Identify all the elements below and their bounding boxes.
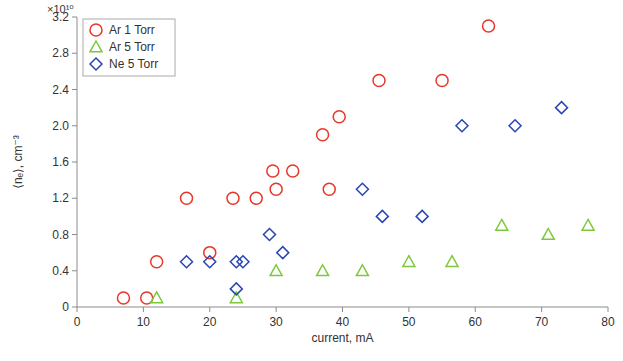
x-tick-label: 80	[601, 315, 615, 329]
x-tick-label: 10	[137, 315, 151, 329]
point	[456, 120, 468, 132]
point	[323, 183, 335, 195]
y-tick-label: 1.6	[52, 155, 69, 169]
y-tick	[72, 162, 77, 163]
y-tick	[72, 125, 77, 126]
x-tick-label: 40	[336, 315, 350, 329]
point	[263, 229, 275, 241]
legend-marker	[90, 41, 102, 52]
point	[356, 183, 368, 195]
x-tick	[475, 307, 476, 312]
legend-label: Ar 1 Torr	[109, 23, 155, 37]
point	[117, 292, 129, 304]
point	[356, 265, 368, 276]
point	[376, 210, 388, 222]
point	[181, 192, 193, 204]
x-tick-label: 70	[535, 315, 549, 329]
point	[181, 256, 193, 268]
y-axis-label: ⟨nₑ⟩, cm⁻³	[11, 135, 25, 189]
point	[317, 265, 329, 276]
legend-box	[83, 19, 175, 76]
point	[556, 102, 568, 114]
y-tick	[72, 198, 77, 199]
y-tick-label: 0.8	[52, 228, 69, 242]
point	[416, 210, 428, 222]
point	[277, 247, 289, 259]
x-tick	[342, 307, 343, 312]
y-tick-label: 2.4	[52, 83, 69, 97]
x-tick-label: 20	[203, 315, 217, 329]
x-tick	[77, 307, 78, 312]
point	[333, 111, 345, 123]
point	[317, 129, 329, 141]
point	[230, 283, 242, 295]
y-tick-label: 2.0	[52, 119, 69, 133]
y-tick	[72, 307, 77, 308]
point	[483, 20, 495, 32]
points	[117, 20, 594, 304]
legend-label: Ne 5 Torr	[109, 57, 158, 71]
axis-multiplier: ×10¹⁰	[47, 3, 74, 15]
y-tick	[72, 53, 77, 54]
series	[151, 219, 594, 302]
y-tick	[72, 234, 77, 235]
y-tick-label: 2.8	[52, 46, 69, 60]
x-tick	[143, 307, 144, 312]
point	[151, 292, 163, 303]
point	[496, 219, 508, 230]
x-tick-label: 0	[74, 315, 81, 329]
point	[542, 229, 554, 240]
point	[403, 256, 415, 267]
x-axis-label: current, mA	[311, 331, 373, 345]
legend: Ar 1 Torr Ar 5 Torr Ne 5 Torr	[83, 19, 175, 76]
series	[181, 102, 568, 295]
point	[373, 74, 385, 86]
y-tick	[72, 270, 77, 271]
point	[204, 256, 216, 268]
x-tick	[209, 307, 210, 312]
point	[582, 219, 594, 230]
point	[436, 74, 448, 86]
x-tick	[541, 307, 542, 312]
point	[230, 292, 242, 303]
point	[227, 192, 239, 204]
x-tick-label: 30	[269, 315, 283, 329]
x-tick	[276, 307, 277, 312]
point	[509, 120, 521, 132]
point	[250, 192, 262, 204]
x-tick-label: 50	[402, 315, 416, 329]
y-tick-label: 1.2	[52, 191, 69, 205]
y-tick	[72, 17, 77, 18]
point	[267, 165, 279, 177]
legend-marker	[90, 24, 102, 36]
point	[287, 165, 299, 177]
y-tick-label: 0.4	[52, 264, 69, 278]
point	[270, 183, 282, 195]
y-tick	[72, 89, 77, 90]
legend-label: Ar 5 Torr	[109, 40, 155, 54]
legend-marker	[90, 58, 102, 70]
point	[204, 247, 216, 259]
point	[151, 256, 163, 268]
x-tick	[608, 307, 609, 312]
chart: 00.40.81.21.62.02.42.83.2010203040506070…	[0, 0, 623, 361]
x-tick-label: 60	[469, 315, 483, 329]
x-tick	[408, 307, 409, 312]
point	[270, 265, 282, 276]
point	[237, 256, 249, 268]
y-tick-label: 0	[62, 300, 69, 314]
point	[446, 256, 458, 267]
